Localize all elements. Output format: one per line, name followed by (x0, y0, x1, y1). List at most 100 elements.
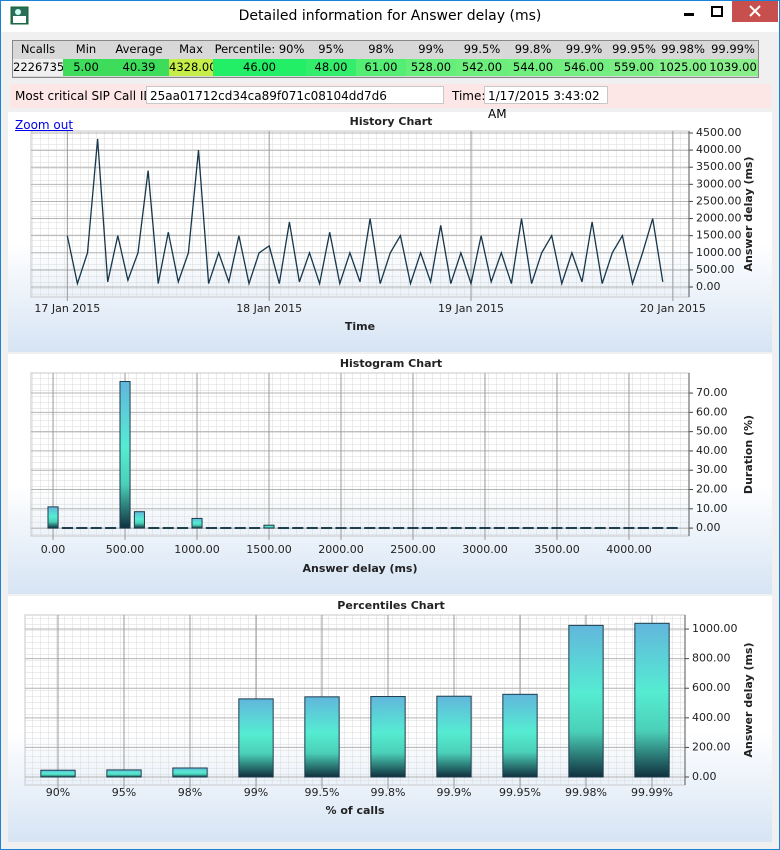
time-field[interactable]: 1/17/2015 3:43:02 AM (484, 86, 608, 121)
zoom-out-link[interactable]: Zoom out (15, 118, 74, 132)
bar (364, 527, 376, 530)
bar (502, 693, 538, 778)
stats-header: Min (75, 42, 97, 56)
stats-value: 544.00 (508, 59, 558, 76)
maximize-button[interactable] (703, 1, 731, 22)
bar (421, 527, 433, 530)
y-tick-label: 10.00 (696, 502, 728, 515)
bar (220, 527, 232, 530)
y-tick-label: 20.00 (696, 483, 728, 496)
y-tick-label: 0.00 (696, 521, 721, 534)
chart-title: History Chart (350, 115, 433, 128)
stats-value: 546.00 (558, 59, 610, 76)
x-tick-label: 99.9% (437, 786, 472, 799)
bar (90, 527, 102, 530)
y-tick-label: 400.00 (692, 711, 731, 724)
bar (191, 517, 203, 529)
y-axis-title: Answer delay (ms) (742, 642, 755, 757)
stats-value: 528.00 (406, 59, 456, 76)
stats-table: Ncalls 2226735 Min 5.00 Average 40.39 Max 4328.… (12, 40, 759, 78)
window-title: Detailed information for Answer delay (m… (238, 8, 542, 24)
stats-header: Ncalls (20, 42, 56, 56)
x-tick-label: 2000.00 (318, 543, 364, 556)
stats-header: Max (179, 42, 203, 56)
bar (263, 524, 275, 529)
bar (479, 527, 491, 530)
bar (623, 527, 635, 530)
y-tick-label: 2000.00 (696, 212, 742, 225)
bar (594, 527, 606, 530)
bar (47, 506, 59, 529)
stats-header: 99.5% (463, 42, 501, 56)
bar (493, 527, 505, 530)
x-tick-label: 3000.00 (462, 543, 508, 556)
bar (162, 527, 174, 530)
x-tick-label: 90% (46, 786, 70, 799)
bar (133, 511, 145, 529)
bar (148, 527, 160, 530)
bar (666, 527, 678, 530)
x-tick-label: 99.99% (631, 786, 673, 799)
stats-header: 99.8% (514, 42, 552, 56)
y-tick-label: 1500.00 (696, 229, 742, 242)
x-tick-label: 99.5% (305, 786, 340, 799)
stats-header: 99.99% (711, 42, 755, 56)
x-tick-label: 99.95% (499, 786, 541, 799)
title-bar: Detailed information for Answer delay (m… (1, 1, 779, 32)
minimize-button[interactable] (675, 1, 703, 22)
bar (652, 527, 664, 530)
y-tick-label: 800.00 (692, 652, 731, 665)
bar (436, 527, 448, 530)
bar (76, 527, 88, 530)
history-line (66, 138, 664, 287)
y-tick-label: 50.00 (696, 425, 728, 438)
close-button[interactable] (732, 1, 778, 22)
bar (370, 696, 406, 778)
stats-header: 95% (318, 42, 344, 56)
x-tick-label: 4000.00 (606, 543, 652, 556)
stats-header: 99.95% (612, 42, 656, 56)
y-tick-label: 3500.00 (696, 160, 742, 173)
bar (568, 624, 604, 778)
x-tick-label: 98% (178, 786, 202, 799)
stats-value: 40.39 (109, 59, 169, 76)
y-tick-label: 0.00 (696, 280, 721, 293)
y-tick-label: 70.00 (696, 386, 728, 399)
stats-header: Percentile: 90% (214, 42, 305, 56)
bar (407, 527, 419, 530)
x-tick-label: 1000.00 (174, 543, 220, 556)
app-icon (10, 6, 29, 25)
bar (565, 527, 577, 530)
y-tick-label: 600.00 (692, 681, 731, 694)
bar (106, 769, 142, 778)
bar (551, 527, 563, 530)
y-tick-label: 60.00 (696, 405, 728, 418)
stats-value: 5.00 (63, 59, 109, 76)
call-id-field[interactable]: 25aa01712cd34ca89f071c08104dd7d6 (146, 86, 444, 104)
x-tick-label: 3500.00 (534, 543, 580, 556)
bar (335, 527, 347, 530)
bar (249, 527, 261, 530)
bar (292, 527, 304, 530)
bar (378, 527, 390, 530)
x-tick-label: 0.00 (41, 543, 66, 556)
y-tick-label: 1000.00 (696, 246, 742, 259)
y-tick-label: 2500.00 (696, 194, 742, 207)
bar (580, 527, 592, 530)
y-tick-label: 3000.00 (696, 177, 742, 190)
x-tick-label: 1500.00 (246, 543, 292, 556)
stats-value: 1039.00 (708, 59, 758, 76)
x-tick-label: 99.98% (565, 786, 607, 799)
y-tick-label: 200.00 (692, 740, 731, 753)
x-tick-label: 2500.00 (390, 543, 436, 556)
x-axis-title: Answer delay (ms) (302, 562, 417, 575)
x-tick-label: 20 Jan 2015 (640, 302, 706, 315)
plot-area (30, 130, 690, 298)
bar (634, 622, 670, 778)
y-axis-title: Answer delay (ms) (742, 156, 755, 271)
x-tick-label: 99.8% (371, 786, 406, 799)
y-tick-label: 4000.00 (696, 143, 742, 156)
y-tick-label: 4500.00 (696, 126, 742, 139)
x-tick-label: 95% (112, 786, 136, 799)
